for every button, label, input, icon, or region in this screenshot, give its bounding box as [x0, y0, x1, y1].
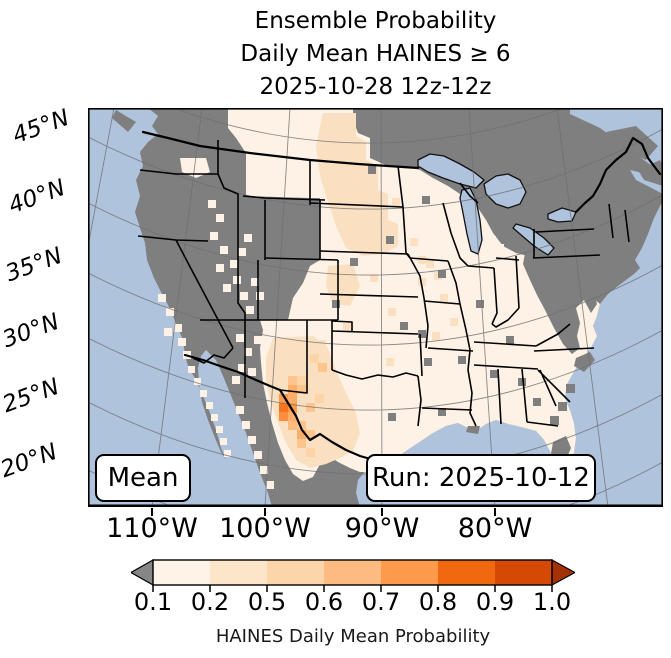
colorbar-under-arrow	[129, 558, 154, 587]
us-canada-border	[141, 130, 420, 170]
run-badge: Run: 2025-10-12	[366, 454, 596, 502]
lake-michigan	[459, 187, 483, 255]
title-line-1: Ensemble Probability	[254, 8, 497, 34]
lake-superior	[417, 153, 485, 189]
cb-seg-1	[153, 560, 210, 585]
gulf-of-st-lawrence	[570, 108, 663, 174]
lat-label-30n: 30°N	[0, 308, 63, 354]
colorbar-label: HAINES Daily Mean Probability	[215, 626, 491, 647]
cb-tick-0.1: 0.1	[133, 588, 173, 616]
nova-scotia	[638, 160, 663, 186]
lake-ontario	[547, 207, 577, 223]
cb-seg-2	[210, 560, 267, 585]
cb-tick-0.9: 0.9	[475, 588, 515, 616]
run-badge-label: Run: 2025-10-12	[372, 463, 590, 493]
colorbar-over-arrow	[551, 558, 577, 587]
colorbar-svg	[129, 558, 577, 592]
lon-label-100w: 100°W	[219, 513, 311, 544]
lake-huron	[483, 173, 527, 209]
cb-seg-3	[267, 560, 324, 585]
cb-seg-6	[438, 560, 495, 585]
title-line-2: Daily Mean HAINES ≥ 6	[240, 41, 511, 67]
lon-tick-110w	[151, 508, 153, 516]
lat-label-20n: 20°N	[0, 438, 61, 484]
cb-seg-4	[324, 560, 381, 585]
prob-high-cluster	[279, 354, 327, 457]
cb-tick-0.2: 0.2	[190, 588, 230, 616]
colorbar	[129, 558, 577, 594]
country-borders	[141, 130, 662, 468]
cb-tick-0.7: 0.7	[361, 588, 401, 616]
us-haines-probability-map	[38, 62, 664, 543]
lon-tick-90w	[381, 508, 383, 516]
cb-tick-0.8: 0.8	[418, 588, 458, 616]
title-line-3: 2025-10-28 12z-12z	[259, 74, 492, 100]
lon-tick-100w	[264, 508, 266, 516]
colorbar-outline	[152, 559, 553, 586]
great-lakes	[417, 153, 577, 256]
probability-map	[38, 62, 664, 543]
cb-seg-5	[381, 560, 438, 585]
lat-label-25n: 25°N	[0, 373, 63, 419]
state-borders	[137, 140, 630, 427]
lon-label-110w: 110°W	[106, 513, 198, 544]
us-mexico-border	[183, 353, 390, 468]
colorbar-ticks	[152, 585, 553, 592]
mean-badge-label: Mean	[107, 463, 179, 493]
cb-seg-7	[495, 560, 552, 585]
lat-label-45n: 45°N	[9, 104, 73, 150]
vancouver-island	[112, 110, 136, 132]
cb-tick-0.5: 0.5	[247, 588, 287, 616]
west-cream-pixels	[158, 158, 504, 489]
lat-label-40n: 40°N	[5, 174, 69, 220]
lon-label-80w: 80°W	[457, 513, 533, 544]
cb-tick-1.0: 1.0	[532, 588, 572, 616]
lat-label-35n: 35°N	[2, 242, 66, 288]
lon-tick-80w	[494, 508, 496, 516]
us-canada-border-east	[574, 136, 662, 214]
cb-tick-0.6: 0.6	[304, 588, 344, 616]
lon-label-90w: 90°W	[344, 513, 420, 544]
mean-badge: Mean	[95, 454, 191, 502]
